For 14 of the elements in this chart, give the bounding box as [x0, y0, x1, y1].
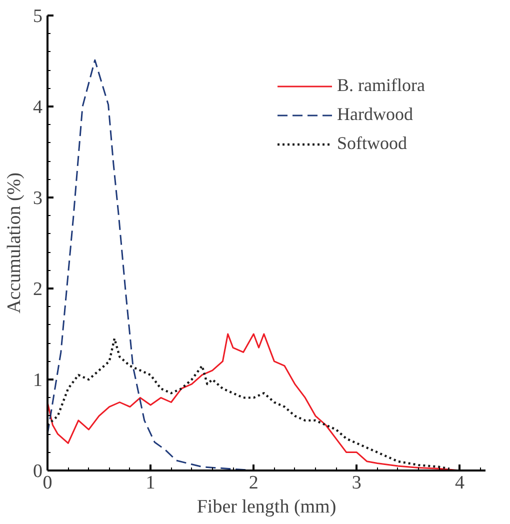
- y-tick-label: 3: [33, 188, 42, 209]
- x-tick-label: 4: [454, 472, 465, 494]
- x-tick-label: 2: [248, 472, 258, 494]
- y-tick-label: 5: [33, 6, 42, 27]
- legend-label: Softwood: [337, 133, 408, 154]
- legend-label: Hardwood: [337, 104, 413, 125]
- y-tick-label: 1: [33, 370, 42, 391]
- y-axis-title: Accumulation (%): [4, 172, 25, 314]
- x-axis-title: Fiber length (mm): [196, 496, 336, 518]
- legend-label: B. ramiflora: [337, 75, 425, 96]
- y-tick-label: 4: [33, 97, 43, 118]
- x-tick-label: 3: [352, 472, 362, 494]
- x-tick-label: 1: [146, 472, 156, 494]
- y-tick-label: 2: [33, 279, 42, 300]
